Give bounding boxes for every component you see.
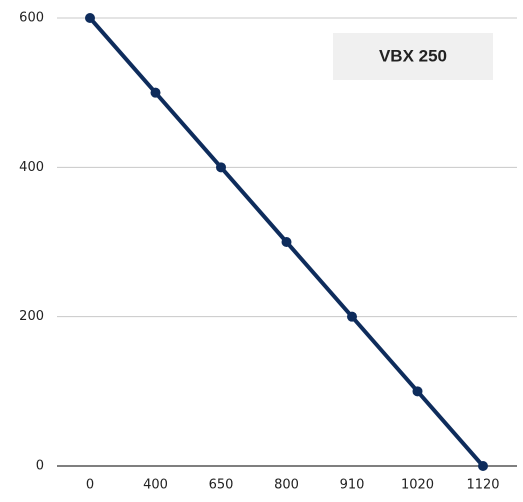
legend-box [333, 33, 493, 80]
point [150, 87, 161, 98]
point [347, 311, 357, 322]
x-tick-label: 1120 [466, 478, 499, 493]
point [85, 13, 95, 23]
point [281, 237, 292, 247]
x-tick-label: 0 [86, 478, 94, 493]
point [478, 461, 488, 471]
x-tick-label: 800 [274, 478, 299, 493]
x-tick-label: 650 [209, 478, 234, 493]
y-tick-label: 200 [19, 309, 44, 324]
point [216, 162, 226, 173]
x-tick-label: 400 [143, 478, 168, 493]
y-tick-label: 600 [19, 11, 44, 26]
y-tick-label: 400 [19, 160, 44, 175]
y-tick-label: 0 [36, 459, 44, 474]
legend-label: VBX 250 [379, 46, 447, 65]
x-tick-label: 1020 [401, 478, 434, 493]
point [412, 386, 423, 397]
x-tick-label: 910 [340, 478, 365, 493]
